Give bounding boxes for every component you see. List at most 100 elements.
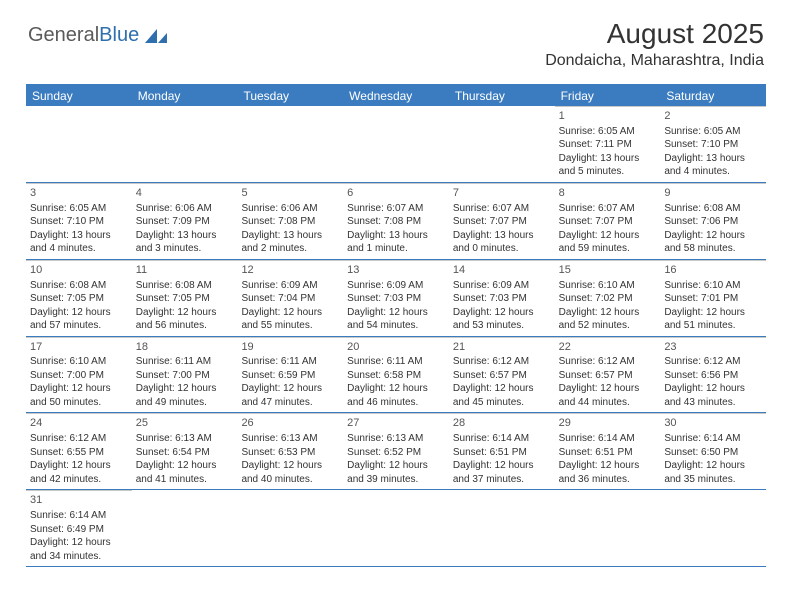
day-number: 24 [30,416,128,431]
day-cell: 5Sunrise: 6:06 AMSunset: 7:08 PMDaylight… [237,183,343,259]
day-number: 13 [347,263,445,278]
daylight-line: Daylight: 13 hours and 5 minutes. [559,152,657,179]
sunrise-line: Sunrise: 6:10 AM [30,355,128,369]
day-number: 5 [241,186,339,201]
week-row: 31Sunrise: 6:14 AMSunset: 6:49 PMDayligh… [26,490,766,567]
sunrise-line: Sunrise: 6:13 AM [241,432,339,446]
sunrise-line: Sunrise: 6:13 AM [347,432,445,446]
sunrise-line: Sunrise: 6:11 AM [241,355,339,369]
day-cell: 30Sunrise: 6:14 AMSunset: 6:50 PMDayligh… [660,413,766,489]
month-title: August 2025 [545,18,764,50]
sunset-line: Sunset: 6:49 PM [30,523,128,537]
sunset-line: Sunset: 7:10 PM [664,138,762,152]
sunset-line: Sunset: 7:09 PM [136,215,234,229]
day-number: 21 [453,340,551,355]
daylight-line: Daylight: 12 hours and 44 minutes. [559,382,657,409]
daylight-line: Daylight: 12 hours and 47 minutes. [241,382,339,409]
daylight-line: Daylight: 12 hours and 53 minutes. [453,306,551,333]
sunrise-line: Sunrise: 6:07 AM [347,202,445,216]
day-cell: 17Sunrise: 6:10 AMSunset: 7:00 PMDayligh… [26,337,132,413]
sunrise-line: Sunrise: 6:05 AM [30,202,128,216]
sunset-line: Sunset: 6:51 PM [453,446,551,460]
sunset-line: Sunset: 7:04 PM [241,292,339,306]
daylight-line: Daylight: 13 hours and 4 minutes. [30,229,128,256]
day-cell: 14Sunrise: 6:09 AMSunset: 7:03 PMDayligh… [449,260,555,336]
sunrise-line: Sunrise: 6:08 AM [30,279,128,293]
logo-text-1: General [28,24,99,47]
day-number: 25 [136,416,234,431]
day-cell: 31Sunrise: 6:14 AMSunset: 6:49 PMDayligh… [26,490,132,566]
sunset-line: Sunset: 7:08 PM [241,215,339,229]
day-cell: 25Sunrise: 6:13 AMSunset: 6:54 PMDayligh… [132,413,238,489]
sunset-line: Sunset: 7:03 PM [347,292,445,306]
day-empty [449,106,555,182]
sunset-line: Sunset: 6:50 PM [664,446,762,460]
daylight-line: Daylight: 12 hours and 42 minutes. [30,459,128,486]
day-number: 22 [559,340,657,355]
day-number: 1 [559,109,657,124]
day-cell: 10Sunrise: 6:08 AMSunset: 7:05 PMDayligh… [26,260,132,336]
sunrise-line: Sunrise: 6:14 AM [30,509,128,523]
daylight-line: Daylight: 12 hours and 34 minutes. [30,536,128,563]
sunset-line: Sunset: 6:54 PM [136,446,234,460]
sunrise-line: Sunrise: 6:08 AM [136,279,234,293]
weekday-thursday: Thursday [449,86,555,106]
day-cell: 15Sunrise: 6:10 AMSunset: 7:02 PMDayligh… [555,260,661,336]
day-number: 15 [559,263,657,278]
daylight-line: Daylight: 12 hours and 35 minutes. [664,459,762,486]
weekday-sunday: Sunday [26,86,132,106]
week-row: 1Sunrise: 6:05 AMSunset: 7:11 PMDaylight… [26,106,766,183]
daylight-line: Daylight: 12 hours and 52 minutes. [559,306,657,333]
day-empty [343,106,449,182]
sunset-line: Sunset: 7:08 PM [347,215,445,229]
daylight-line: Daylight: 12 hours and 51 minutes. [664,306,762,333]
day-cell: 11Sunrise: 6:08 AMSunset: 7:05 PMDayligh… [132,260,238,336]
sunrise-line: Sunrise: 6:11 AM [347,355,445,369]
day-number: 3 [30,186,128,201]
day-cell: 27Sunrise: 6:13 AMSunset: 6:52 PMDayligh… [343,413,449,489]
day-empty [132,490,238,566]
day-cell: 28Sunrise: 6:14 AMSunset: 6:51 PMDayligh… [449,413,555,489]
day-empty [26,106,132,182]
sunrise-line: Sunrise: 6:14 AM [559,432,657,446]
daylight-line: Daylight: 13 hours and 3 minutes. [136,229,234,256]
day-number: 12 [241,263,339,278]
daylight-line: Daylight: 12 hours and 56 minutes. [136,306,234,333]
day-cell: 20Sunrise: 6:11 AMSunset: 6:58 PMDayligh… [343,337,449,413]
sunrise-line: Sunrise: 6:05 AM [664,125,762,139]
week-row: 10Sunrise: 6:08 AMSunset: 7:05 PMDayligh… [26,260,766,337]
sunset-line: Sunset: 7:06 PM [664,215,762,229]
sunrise-line: Sunrise: 6:06 AM [136,202,234,216]
daylight-line: Daylight: 12 hours and 49 minutes. [136,382,234,409]
daylight-line: Daylight: 12 hours and 46 minutes. [347,382,445,409]
day-number: 31 [30,493,128,508]
day-empty [555,490,661,566]
day-number: 27 [347,416,445,431]
day-cell: 8Sunrise: 6:07 AMSunset: 7:07 PMDaylight… [555,183,661,259]
sunrise-line: Sunrise: 6:07 AM [453,202,551,216]
daylight-line: Daylight: 12 hours and 37 minutes. [453,459,551,486]
day-number: 29 [559,416,657,431]
sunrise-line: Sunrise: 6:09 AM [241,279,339,293]
day-number: 28 [453,416,551,431]
location: Dondaicha, Maharashtra, India [545,52,764,70]
sunset-line: Sunset: 6:59 PM [241,369,339,383]
day-number: 18 [136,340,234,355]
day-cell: 22Sunrise: 6:12 AMSunset: 6:57 PMDayligh… [555,337,661,413]
weekday-row: SundayMondayTuesdayWednesdayThursdayFrid… [26,86,766,106]
daylight-line: Daylight: 13 hours and 1 minute. [347,229,445,256]
week-row: 17Sunrise: 6:10 AMSunset: 7:00 PMDayligh… [26,337,766,414]
daylight-line: Daylight: 12 hours and 58 minutes. [664,229,762,256]
day-cell: 7Sunrise: 6:07 AMSunset: 7:07 PMDaylight… [449,183,555,259]
day-empty [343,490,449,566]
sunset-line: Sunset: 6:55 PM [30,446,128,460]
daylight-line: Daylight: 12 hours and 45 minutes. [453,382,551,409]
sunrise-line: Sunrise: 6:05 AM [559,125,657,139]
daylight-line: Daylight: 12 hours and 43 minutes. [664,382,762,409]
sunrise-line: Sunrise: 6:14 AM [453,432,551,446]
daylight-line: Daylight: 12 hours and 55 minutes. [241,306,339,333]
day-cell: 18Sunrise: 6:11 AMSunset: 7:00 PMDayligh… [132,337,238,413]
day-number: 30 [664,416,762,431]
sunrise-line: Sunrise: 6:11 AM [136,355,234,369]
daylight-line: Daylight: 12 hours and 36 minutes. [559,459,657,486]
